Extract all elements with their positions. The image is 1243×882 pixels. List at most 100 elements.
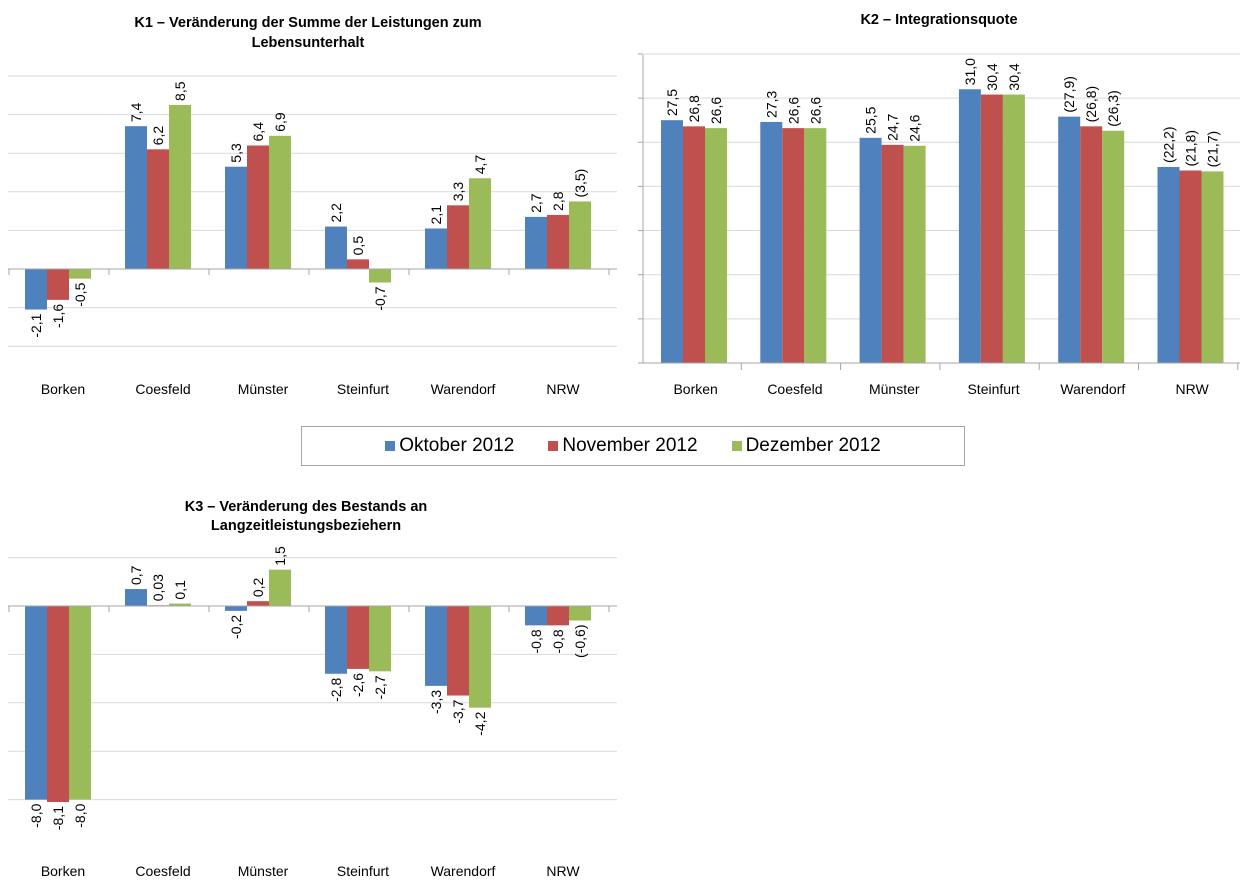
k1-bar-coesfeld-dezember-2012: [169, 104, 191, 269]
k3-label-muenster-oktober-2012: -0,2: [228, 615, 244, 639]
k3-label-steinfurt-november-2012: -2,6: [350, 673, 366, 697]
k1-label-nrw-november-2012: 2,8: [550, 191, 566, 211]
k3-label-steinfurt-oktober-2012: -2,8: [328, 678, 344, 702]
k2-bar-borken-november-2012: [683, 126, 705, 363]
k1-bar-warendorf-oktober-2012: [425, 228, 447, 269]
k3-bar-muenster-dezember-2012: [269, 569, 291, 606]
k3-bar-borken-november-2012: [47, 606, 69, 803]
k2-bar-nrw-dezember-2012: [1201, 171, 1224, 363]
k3-bar-warendorf-dezember-2012: [469, 606, 491, 708]
k2-label-steinfurt-november-2012: 30,4: [984, 63, 1000, 90]
k1-title-line-2: Lebensunterhalt: [252, 35, 365, 51]
k2-category-coesfeld: Coesfeld: [767, 381, 822, 397]
k3-label-coesfeld-oktober-2012: 0,7: [128, 565, 144, 585]
k3-label-warendorf-november-2012: -3,7: [450, 699, 466, 723]
k1-bar-nrw-oktober-2012: [525, 216, 547, 269]
k1-label-muenster-november-2012: 6,4: [250, 122, 266, 142]
k2-label-muenster-dezember-2012: 24,6: [907, 114, 923, 141]
k3-bar-borken-oktober-2012: [25, 606, 47, 800]
legend-label-dezember: Dezember 2012: [745, 435, 881, 456]
k1-category-steinfurt: Steinfurt: [337, 381, 389, 397]
k1-category-warendorf: Warendorf: [431, 381, 496, 397]
k3-label-borken-dezember-2012: -8,0: [72, 803, 88, 827]
k3-bar-nrw-oktober-2012: [525, 606, 547, 626]
k2-category-muenster: Münster: [869, 381, 920, 397]
k1-label-warendorf-november-2012: 3,3: [450, 182, 466, 202]
k1-label-warendorf-dezember-2012: 4,7: [472, 155, 488, 175]
k1-label-borken-dezember-2012: -0,5: [72, 282, 88, 306]
k1-bar-warendorf-november-2012: [447, 205, 469, 269]
k2-bar-steinfurt-dezember-2012: [1002, 94, 1025, 364]
k2-bar-coesfeld-november-2012: [782, 128, 805, 363]
k3-category-steinfurt: Steinfurt: [337, 863, 389, 879]
k3-label-muenster-dezember-2012: 1,5: [272, 546, 288, 566]
k3-title-line-1: K3 – Veränderung des Bestands an: [185, 499, 428, 515]
k1-label-borken-november-2012: -1,6: [50, 304, 66, 328]
k2-label-warendorf-oktober-2012: (27,9): [1061, 76, 1077, 113]
k2-label-borken-november-2012: 26,8: [686, 95, 702, 122]
k3-bar-coesfeld-dezember-2012: [169, 603, 191, 606]
k2-label-coesfeld-november-2012: 26,6: [785, 97, 801, 124]
k1-bar-coesfeld-november-2012: [147, 149, 169, 269]
k1-label-steinfurt-november-2012: 0,5: [350, 236, 366, 256]
k1-bar-nrw-dezember-2012: [569, 201, 591, 269]
legend-swatch-oktober: [385, 441, 396, 451]
k1-label-nrw-oktober-2012: 2,7: [528, 193, 544, 213]
k2-bar-coesfeld-dezember-2012: [804, 128, 827, 363]
k2-label-steinfurt-dezember-2012: 30,4: [1006, 63, 1022, 90]
k1-bar-borken-oktober-2012: [25, 269, 47, 310]
k3-label-nrw-oktober-2012: -0,8: [528, 629, 544, 653]
k3-bar-warendorf-november-2012: [447, 606, 469, 696]
k1-bar-muenster-november-2012: [247, 145, 269, 269]
k2-bar-steinfurt-november-2012: [980, 94, 1003, 364]
k2-bar-steinfurt-oktober-2012: [958, 89, 981, 364]
k3-label-borken-november-2012: -8,1: [50, 806, 66, 830]
k3-category-warendorf: Warendorf: [431, 863, 496, 879]
k3-title-line-2: Langzeitleistungsbeziehern: [211, 518, 401, 534]
k1-bar-steinfurt-oktober-2012: [325, 226, 347, 269]
k3-category-muenster: Münster: [238, 863, 289, 879]
k3-bar-warendorf-oktober-2012: [425, 606, 447, 686]
k3-label-muenster-november-2012: 0,2: [250, 577, 266, 597]
k3-label-warendorf-dezember-2012: -4,2: [472, 711, 488, 735]
k3-label-steinfurt-dezember-2012: -2,7: [372, 675, 388, 699]
legend-swatch-dezember: [731, 441, 742, 451]
k1-category-nrw: NRW: [546, 381, 580, 397]
k2-bar-borken-oktober-2012: [661, 120, 683, 363]
k3-bar-muenster-oktober-2012: [225, 606, 247, 611]
legend-swatch-november: [548, 441, 559, 451]
k2-label-borken-dezember-2012: 26,6: [708, 97, 724, 124]
k2-bar-muenster-november-2012: [881, 144, 904, 363]
k2-label-nrw-november-2012: (21,8): [1183, 130, 1199, 167]
k3-label-warendorf-oktober-2012: -3,3: [428, 690, 444, 714]
k1-label-coesfeld-oktober-2012: 7,4: [128, 103, 144, 123]
k2-label-nrw-dezember-2012: (21,7): [1205, 131, 1221, 168]
k3-label-nrw-dezember-2012: (-0,6): [572, 625, 588, 658]
k2-label-borken-oktober-2012: 27,5: [664, 89, 680, 116]
legend-item-dezember: Dezember 2012: [731, 435, 881, 457]
k1-bar-steinfurt-november-2012: [347, 259, 369, 269]
k2-label-nrw-oktober-2012: (22,2): [1161, 126, 1177, 163]
k3-bar-borken-dezember-2012: [69, 606, 91, 800]
k2-bar-nrw-november-2012: [1179, 170, 1202, 363]
k1-label-coesfeld-dezember-2012: 8,5: [172, 81, 188, 101]
k2-bar-warendorf-dezember-2012: [1102, 130, 1125, 363]
k2-category-borken: Borken: [673, 381, 717, 397]
k1-label-coesfeld-november-2012: 6,2: [150, 126, 166, 146]
k3-bar-coesfeld-oktober-2012: [125, 589, 147, 606]
k2-bar-nrw-oktober-2012: [1157, 166, 1180, 363]
k3-bar-steinfurt-november-2012: [347, 606, 369, 669]
legend-item-oktober: Oktober 2012: [385, 435, 514, 457]
k1-bar-nrw-november-2012: [547, 214, 569, 269]
k1-label-muenster-dezember-2012: 6,9: [272, 112, 288, 132]
k2-label-steinfurt-oktober-2012: 31,0: [962, 58, 978, 85]
k3-label-nrw-november-2012: -0,8: [550, 629, 566, 653]
k2-bar-coesfeld-oktober-2012: [760, 121, 783, 363]
k3-label-coesfeld-dezember-2012: 0,1: [172, 580, 188, 600]
legend-label-november: November 2012: [562, 435, 698, 456]
k1-label-warendorf-oktober-2012: 2,1: [428, 205, 444, 225]
k1-bar-borken-november-2012: [47, 269, 69, 300]
k2-label-muenster-november-2012: 24,7: [885, 113, 901, 140]
k1-label-borken-oktober-2012: -2,1: [28, 313, 44, 337]
k2-bar-muenster-oktober-2012: [859, 137, 882, 363]
